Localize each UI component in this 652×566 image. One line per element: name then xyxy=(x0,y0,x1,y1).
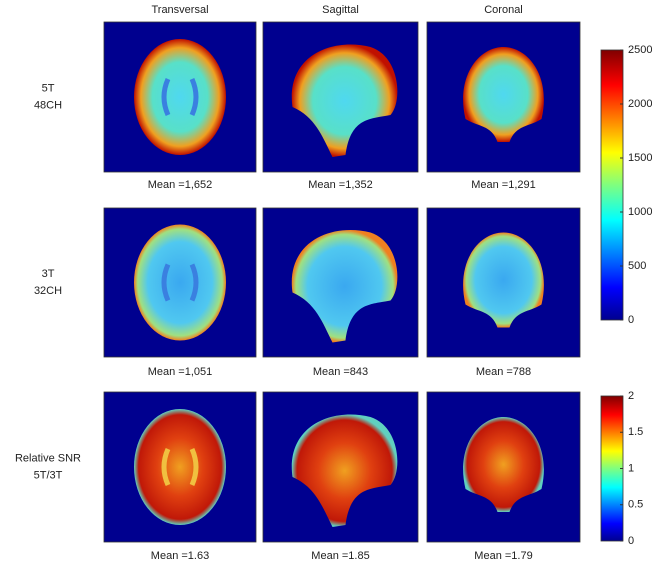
brain-sagittal xyxy=(291,44,398,157)
image-panel xyxy=(262,207,419,358)
mean-label: Mean =843 xyxy=(313,366,368,378)
brain-transversal xyxy=(134,224,226,341)
column-header: Transversal xyxy=(151,4,208,16)
image-panel xyxy=(426,21,581,173)
colorbar xyxy=(600,395,624,542)
row-label: 32CH xyxy=(34,285,62,297)
colorbar-tick-label: 2 xyxy=(628,390,634,402)
image-panel xyxy=(103,391,257,543)
colorbar-tick-label: 2000 xyxy=(628,98,652,110)
colorbar-tick-label: 0 xyxy=(628,314,634,326)
image-panel xyxy=(262,391,419,543)
colorbar-tick-label: 1000 xyxy=(628,206,652,218)
brain-transversal xyxy=(134,409,226,525)
column-header: Coronal xyxy=(484,4,523,16)
row-label: 48CH xyxy=(34,99,62,111)
colorbar xyxy=(600,49,624,321)
colorbar-tick-label: 1.5 xyxy=(628,426,643,438)
mean-label: Mean =1.79 xyxy=(474,550,532,562)
colorbar-tick-label: 1 xyxy=(628,462,634,474)
column-header: Sagittal xyxy=(322,4,359,16)
colorbar-tick-label: 1500 xyxy=(628,152,652,164)
brain-transversal xyxy=(134,39,226,155)
ventricles xyxy=(161,263,199,302)
brain-sagittal xyxy=(291,230,398,343)
ventricles xyxy=(161,447,199,487)
brain-coronal xyxy=(463,417,544,512)
colorbar-tick-label: 0 xyxy=(628,535,634,547)
row-label: 3T xyxy=(42,268,55,280)
mean-label: Mean =1,352 xyxy=(308,179,373,191)
row-label: 5T/3T xyxy=(34,469,63,481)
row-label: 5T xyxy=(42,82,55,94)
mean-label: Mean =1.85 xyxy=(311,550,369,562)
brain-sagittal xyxy=(291,414,398,527)
image-panel xyxy=(103,21,257,173)
row-label: Relative SNR xyxy=(15,452,81,464)
image-panel xyxy=(426,391,581,543)
brain-coronal xyxy=(463,232,544,328)
ventricles xyxy=(161,77,199,117)
mean-label: Mean =1,652 xyxy=(148,179,213,191)
colorbar-tick-label: 500 xyxy=(628,260,646,272)
mean-label: Mean =1.63 xyxy=(151,550,209,562)
colorbar-tick-label: 0.5 xyxy=(628,499,643,511)
image-panel xyxy=(426,207,581,358)
mean-label: Mean =1,291 xyxy=(471,179,536,191)
image-panel xyxy=(262,21,419,173)
colorbar-tick-label: 2500 xyxy=(628,44,652,56)
image-panel xyxy=(103,207,257,358)
mean-label: Mean =788 xyxy=(476,366,531,378)
brain-coronal xyxy=(463,47,544,142)
mean-label: Mean =1,051 xyxy=(148,366,213,378)
